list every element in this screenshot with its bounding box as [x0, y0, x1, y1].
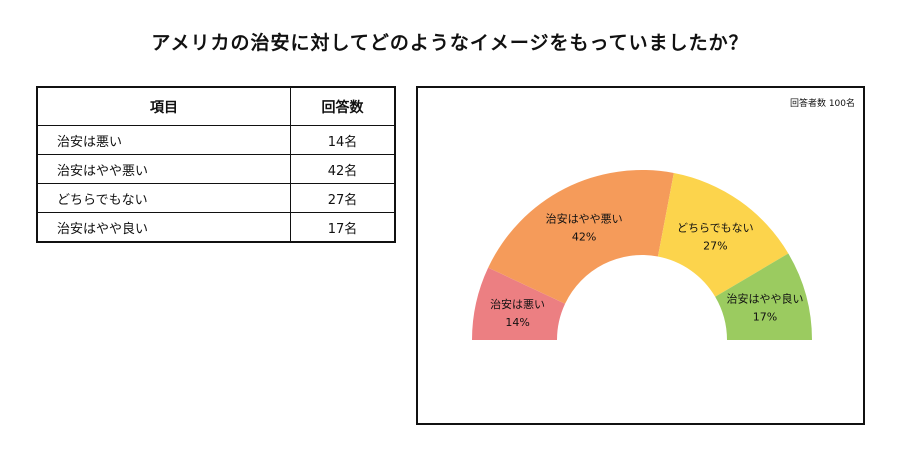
slice-2	[657, 173, 789, 297]
slice-label: 治安はやや悪い	[546, 211, 623, 225]
table-header-row: 項目 回答数	[36, 86, 396, 126]
slice-percent-label: 27%	[703, 240, 727, 253]
row-item-label: どちらでもない	[36, 183, 291, 213]
table-row: どちらでもない 27名	[36, 183, 396, 213]
row-item-label: 治安はやや良い	[36, 212, 291, 243]
table-row: 治安は悪い 14名	[36, 125, 396, 155]
respondent-count: 回答者数 100名	[789, 99, 855, 109]
slice-label: 治安はやや良い	[726, 291, 803, 305]
slice-percent-label: 17%	[753, 310, 777, 323]
slice-1	[488, 170, 674, 304]
slice-percent-label: 42%	[572, 230, 596, 243]
column-header-item: 項目	[36, 86, 291, 126]
chart-panel: 回答者数 100名 治安は悪い 14% 治安はやや悪い 42% どちらでもない 27% 治安…	[416, 86, 865, 425]
table-row: 治安はやや良い 17名	[36, 212, 396, 243]
row-item-label: 治安はやや悪い	[36, 154, 291, 184]
slice-label: どちらでもない	[677, 222, 754, 235]
row-count: 27名	[290, 183, 396, 213]
slice-0	[472, 267, 566, 340]
column-header-count: 回答数	[290, 86, 396, 126]
row-count: 17名	[290, 212, 396, 243]
slice-percent-label: 14%	[505, 316, 529, 329]
page-title: アメリカの治安に対してどのようなイメージをもっていましたか？	[151, 32, 749, 54]
slice-3	[715, 253, 812, 340]
slice-label: 治安は悪い	[490, 297, 545, 311]
row-count: 42名	[290, 154, 396, 184]
row-item-label: 治安は悪い	[36, 125, 291, 155]
half-donut-chart: 治安は悪い 14% 治安はやや悪い 42% どちらでもない 27% 治安はやや良い 17%	[472, 170, 812, 340]
row-count: 14名	[290, 125, 396, 155]
answers-table: 項目 回答数 治安は悪い 14名 治安はやや悪い 42名 どちらでもない 27名…	[36, 86, 396, 243]
table-row: 治安はやや悪い 42名	[36, 154, 396, 184]
